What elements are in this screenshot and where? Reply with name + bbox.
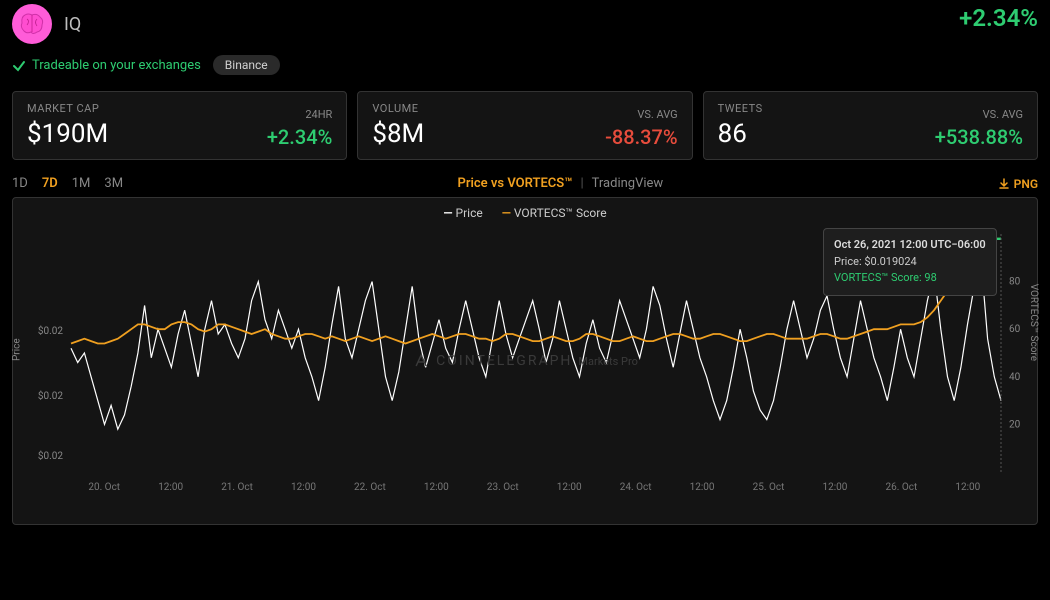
stat-label: TWEETS <box>718 102 763 115</box>
legend-score: — VORTECS™ Score <box>502 206 607 220</box>
chart-mode-tabs: Price vs VORTECS™ | TradingView <box>457 176 663 191</box>
svg-text:$0.02: $0.02 <box>38 324 63 337</box>
main-chart[interactable]: 20 40 60 80 $0.02 $0.02 $0.02 20. Oct 12:00 21. O… <box>13 224 1037 504</box>
svg-text:21. Oct: 21. Oct <box>221 482 253 493</box>
svg-text:20. Oct: 20. Oct <box>88 482 120 493</box>
stat-change: +538.88% <box>935 125 1023 149</box>
export-png-label: PNG <box>1014 177 1038 191</box>
exchange-pill-container: Binance <box>213 58 280 73</box>
legend-price: — Price <box>443 206 482 220</box>
chart-legend: — Price — VORTECS™ Score <box>13 198 1037 224</box>
exchange-pill[interactable]: Binance <box>213 55 280 75</box>
stat-change: -88.37% <box>605 125 678 149</box>
stats-row: MARKET CAP $190M 24HR +2.34% VOLUME $8M VS. AV… <box>12 91 1038 160</box>
svg-text:12:00: 12:00 <box>822 482 847 493</box>
stat-sublabel: 24HR <box>267 108 333 121</box>
check-icon <box>12 59 26 73</box>
stat-sublabel: VS. AVG <box>605 108 678 121</box>
exchange-row: Tradeable on your exchanges Binance <box>12 52 1038 91</box>
y-axis-right-label: VORTECS™ Score <box>1028 284 1039 361</box>
stat-change: +2.34% <box>267 125 333 149</box>
timeframe-tabs: 1D 7D 1M 3M <box>12 176 123 191</box>
svg-text:12:00: 12:00 <box>955 482 980 493</box>
timeframe-tab-1m[interactable]: 1M <box>72 176 91 191</box>
svg-text:22. Oct: 22. Oct <box>354 482 386 493</box>
svg-text:20: 20 <box>1009 419 1021 430</box>
svg-text:$0.02: $0.02 <box>38 449 63 462</box>
asset-logo <box>12 4 52 44</box>
timeframe-tab-3m[interactable]: 3M <box>104 176 123 191</box>
svg-text:24. Oct: 24. Oct <box>620 482 652 493</box>
stat-label: MARKET CAP <box>27 102 108 115</box>
svg-text:80: 80 <box>1009 277 1021 288</box>
svg-text:26. Oct: 26. Oct <box>885 482 917 493</box>
svg-text:12:00: 12:00 <box>424 482 449 493</box>
chart-mode-tab[interactable]: TradingView <box>592 176 664 191</box>
timeframe-tab-7d[interactable]: 7D <box>42 176 58 191</box>
stat-label: VOLUME <box>372 102 424 115</box>
stat-card: MARKET CAP $190M 24HR +2.34% <box>12 91 347 160</box>
tradeable-label: Tradeable on your exchanges <box>32 58 201 73</box>
svg-text:23. Oct: 23. Oct <box>487 482 519 493</box>
chart-container: — Price — VORTECS™ Score Price VORTECS™ … <box>12 197 1038 525</box>
header: IQ +2.34% <box>12 0 1038 52</box>
timeframe-tab-1d[interactable]: 1D <box>12 176 28 191</box>
export-png-button[interactable]: PNG <box>998 177 1038 191</box>
chart-mode-tab[interactable]: Price vs VORTECS™ <box>457 176 572 191</box>
stat-sublabel: VS. AVG <box>935 108 1023 121</box>
stat-value: $8M <box>372 119 424 149</box>
stat-card: VOLUME $8M VS. AVG -88.37% <box>357 91 692 160</box>
svg-text:40: 40 <box>1009 372 1021 383</box>
stat-card: TWEETS 86 VS. AVG +538.88% <box>703 91 1038 160</box>
header-price-change: +2.34% <box>959 4 1038 32</box>
tradeable-badge: Tradeable on your exchanges <box>12 58 201 73</box>
stat-value: 86 <box>718 119 763 149</box>
stat-value: $190M <box>27 119 108 149</box>
svg-text:60: 60 <box>1009 324 1021 335</box>
asset-ticker: IQ <box>64 14 81 35</box>
brain-icon <box>17 9 47 39</box>
header-left: IQ <box>12 4 81 44</box>
svg-text:25. Oct: 25. Oct <box>753 482 785 493</box>
mode-divider: | <box>580 176 583 191</box>
chart-controls-row: 1D 7D 1M 3M Price vs VORTECS™ | TradingView P… <box>12 176 1038 191</box>
svg-text:12:00: 12:00 <box>291 482 316 493</box>
svg-text:12:00: 12:00 <box>690 482 715 493</box>
svg-text:12:00: 12:00 <box>158 482 183 493</box>
download-icon <box>998 178 1010 190</box>
svg-text:12:00: 12:00 <box>557 482 582 493</box>
svg-text:$0.02: $0.02 <box>38 389 63 402</box>
y-axis-left-label: Price <box>12 338 23 361</box>
